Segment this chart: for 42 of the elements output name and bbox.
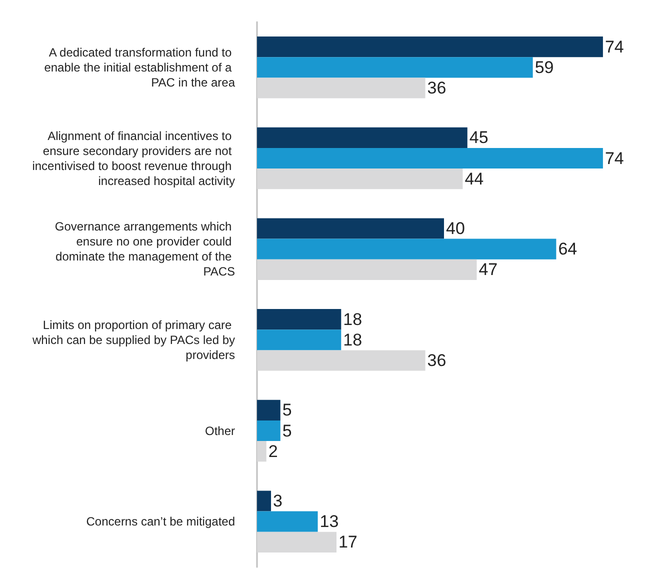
data-label: 47 [478,260,498,280]
data-label: 36 [427,78,446,98]
y-tick-label: Alignment of financial incentives to ensure secondary providers are not incentivised to boost revenue through increased hospital activity [32,128,235,188]
y-tick-label: Governance arrangements which ensure no one provider could dominate the management of the PACS [54,220,235,279]
bar [257,218,444,239]
bar [257,441,266,462]
bar [257,532,336,552]
bar [257,511,318,532]
y-tick-label: A dedicated transformation fund to enable the initial establishment of a PAC in the area [44,45,236,90]
bar [257,309,342,330]
y-tick-label: Limits on proportion of primary care which can be supplied by PACs led by providers [31,318,235,362]
bar [257,36,603,58]
bar [257,127,468,148]
bar [257,57,533,78]
data-label: 59 [534,58,554,77]
bar [257,148,603,169]
y-tick-label: Other [204,424,235,438]
data-label: 74 [604,37,624,56]
y-tick-label: Concerns can’t be mitigated [86,514,235,529]
data-label: 40 [446,218,465,238]
bar [257,330,342,350]
bar [257,350,426,371]
bar [257,420,280,442]
bar [257,490,272,512]
bar [257,168,463,190]
data-label: 2 [268,442,278,461]
bar [257,238,556,260]
data-label: 74 [604,148,624,168]
data-label: 44 [464,169,484,188]
data-label: 5 [282,421,292,440]
data-label: 13 [320,512,339,532]
data-label: 36 [427,351,446,370]
bar [257,259,477,280]
data-label: 17 [338,532,358,552]
data-label: 5 [282,400,292,420]
data-label: 3 [273,491,282,510]
bar [257,400,280,420]
bar [257,78,426,98]
data-label: 18 [343,330,362,350]
data-label: 45 [469,128,488,148]
data-label: 18 [343,310,362,329]
data-label: 64 [558,240,578,259]
